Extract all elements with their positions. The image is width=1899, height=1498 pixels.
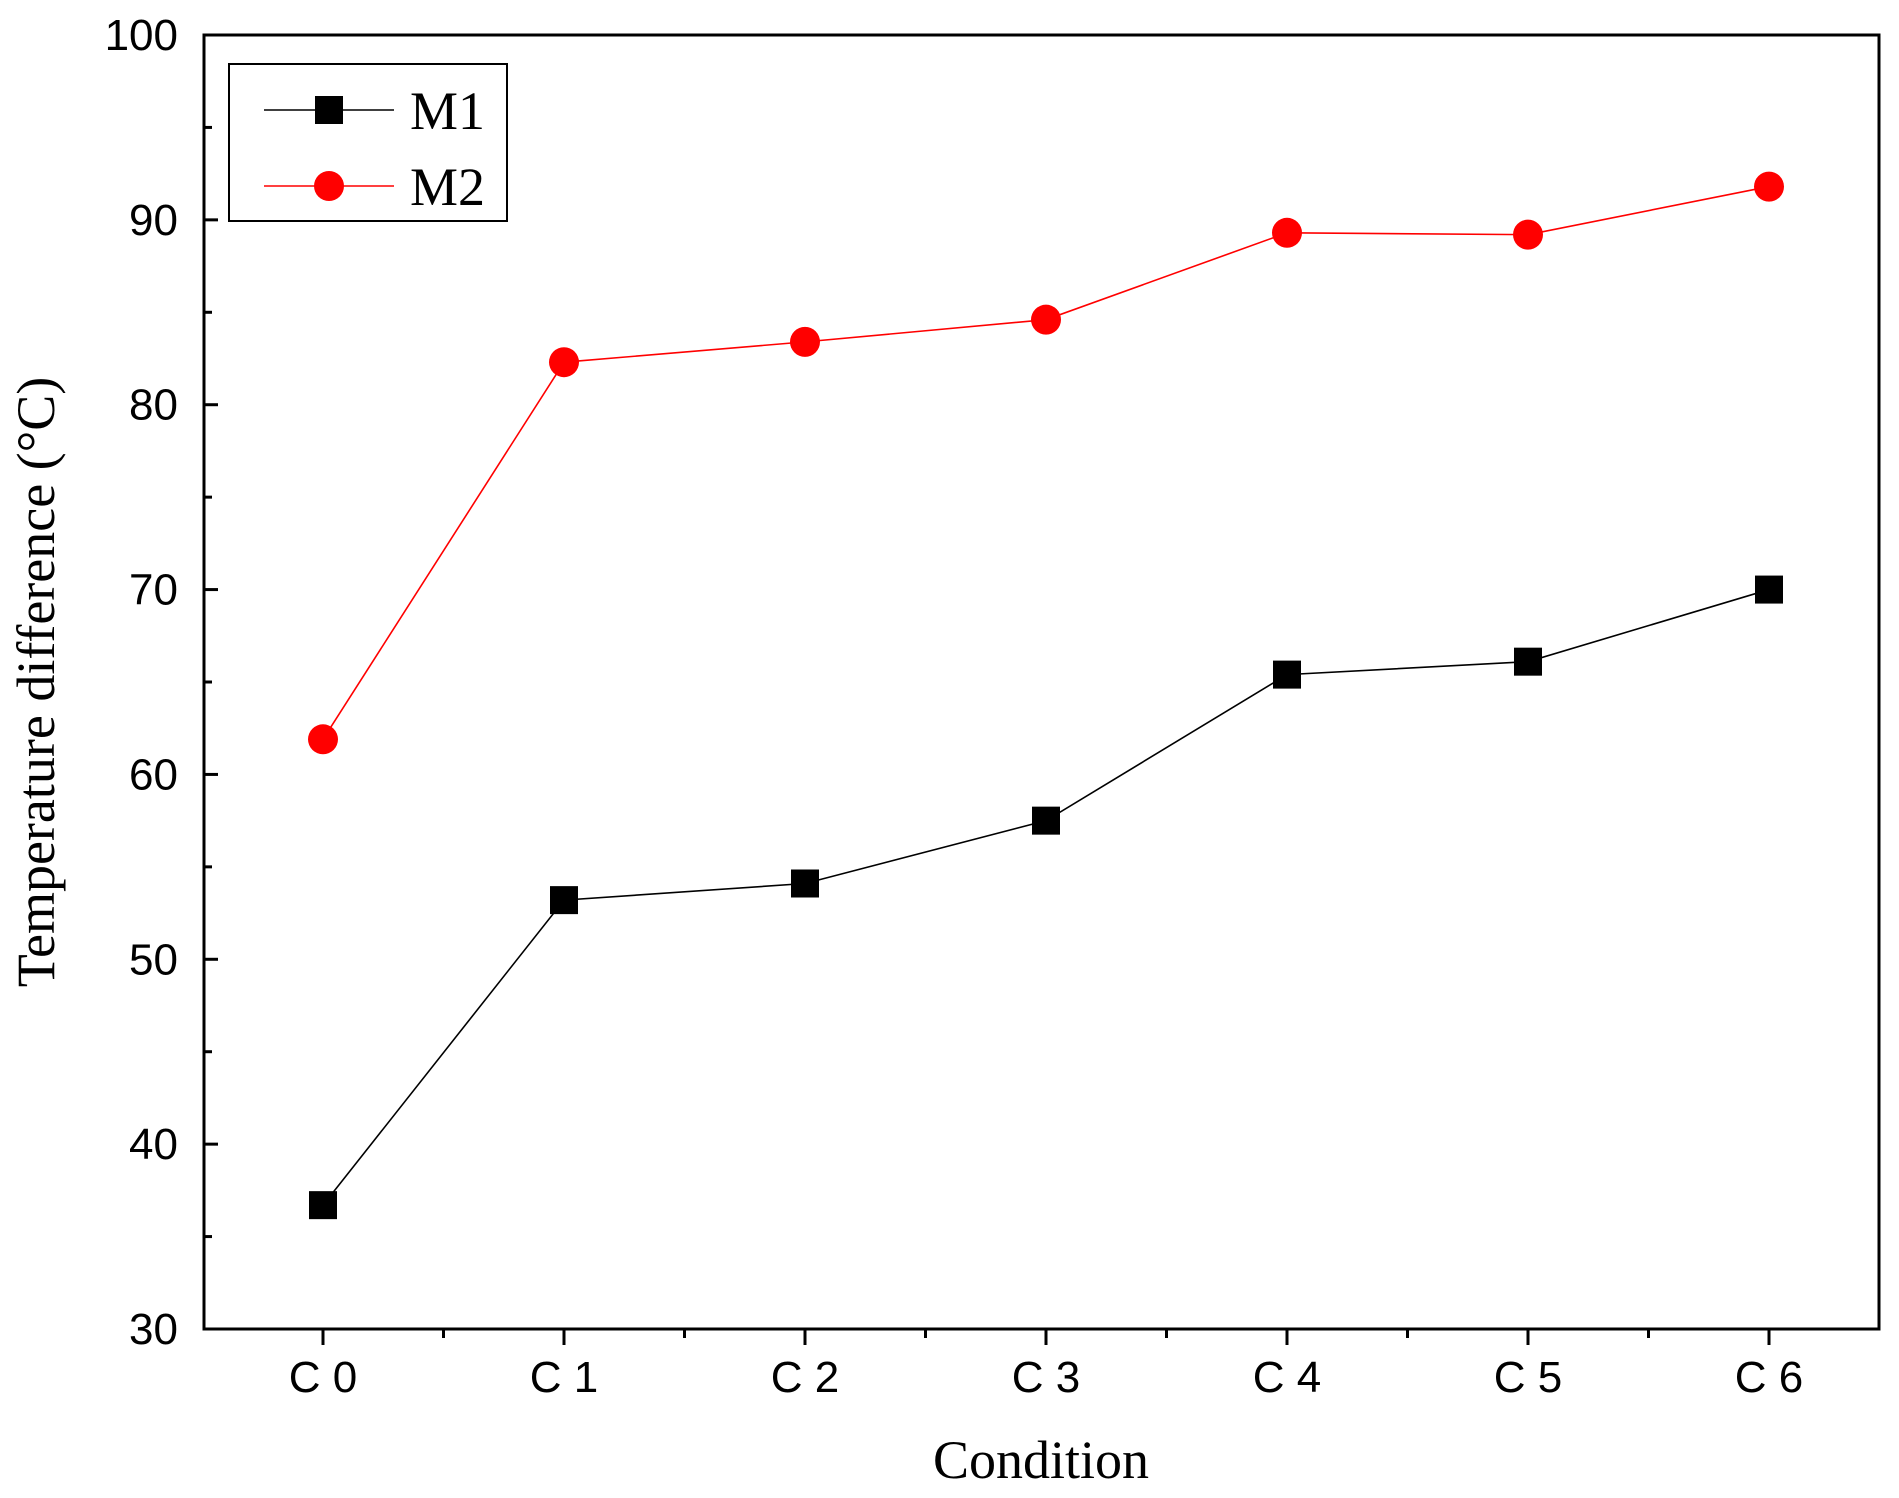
x-tick-label: C 1 [530, 1353, 598, 1402]
x-tick-label: C 4 [1253, 1353, 1321, 1402]
data-point-m1 [550, 886, 578, 915]
x-tick-label: C 3 [1012, 1353, 1080, 1402]
y-tick-label: 70 [129, 566, 178, 615]
data-point-m1 [1273, 660, 1301, 689]
y-axis-title: Temperature difference (°C) [6, 377, 66, 987]
y-tick-label: 30 [129, 1305, 178, 1354]
data-point-m2 [549, 347, 579, 378]
series-line-m2 [322, 185, 1770, 740]
data-point-m2 [1031, 304, 1061, 335]
x-tick-labels: C 0 C 1 C 2 C 3 C 4 C 5 C 6 [289, 1353, 1803, 1402]
data-point-m1 [791, 869, 819, 898]
legend-label-m2: M2 [410, 157, 485, 217]
data-point-m1 [1755, 575, 1783, 604]
x-tick-label: C 2 [771, 1353, 839, 1402]
series-m1 [309, 575, 1783, 1220]
y-tick-label: 90 [129, 196, 178, 245]
series-m2 [308, 171, 1784, 755]
data-point-m1 [309, 1191, 337, 1220]
x-axis-title: Condition [933, 1430, 1149, 1490]
series-line-m1 [322, 588, 1770, 1206]
data-point-m1 [1032, 806, 1060, 835]
data-point-m2 [790, 326, 820, 357]
x-tick-label: C 6 [1735, 1353, 1803, 1402]
data-point-m2 [1754, 171, 1784, 202]
x-tick-label: C 5 [1494, 1353, 1562, 1402]
x-tick-label: C 0 [289, 1353, 357, 1402]
y-tick-label: 60 [129, 750, 178, 799]
y-tick-labels: 30 40 50 60 70 80 90 100 [105, 11, 178, 1354]
y-tick-label: 80 [129, 381, 178, 430]
y-tick-label: 50 [129, 935, 178, 984]
legend-box [228, 63, 508, 222]
plot-frame [202, 33, 1881, 1331]
legend-marker-m1 [315, 96, 343, 124]
legend-item-m1: M1 [264, 81, 485, 141]
legend-item-m2: M2 [264, 157, 485, 217]
legend-marker-m2 [314, 171, 344, 201]
y-tick-label: 100 [105, 11, 178, 60]
data-point-m2 [1272, 217, 1302, 248]
series-layer [308, 171, 1784, 1220]
data-point-m1 [1514, 647, 1542, 676]
legend-label-m1: M1 [410, 81, 485, 141]
data-point-m2 [1513, 219, 1543, 250]
axis-ticks [204, 33, 1771, 1345]
data-point-m2 [308, 724, 338, 755]
y-tick-label: 40 [129, 1120, 178, 1169]
